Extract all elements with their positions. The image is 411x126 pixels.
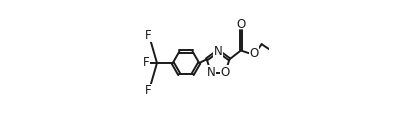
Text: F: F bbox=[143, 56, 150, 70]
Text: N: N bbox=[207, 66, 215, 79]
Text: F: F bbox=[145, 84, 152, 97]
Text: O: O bbox=[236, 18, 245, 30]
Text: N: N bbox=[214, 44, 222, 58]
Text: O: O bbox=[221, 66, 230, 79]
Text: O: O bbox=[249, 46, 259, 59]
Text: F: F bbox=[145, 29, 152, 42]
